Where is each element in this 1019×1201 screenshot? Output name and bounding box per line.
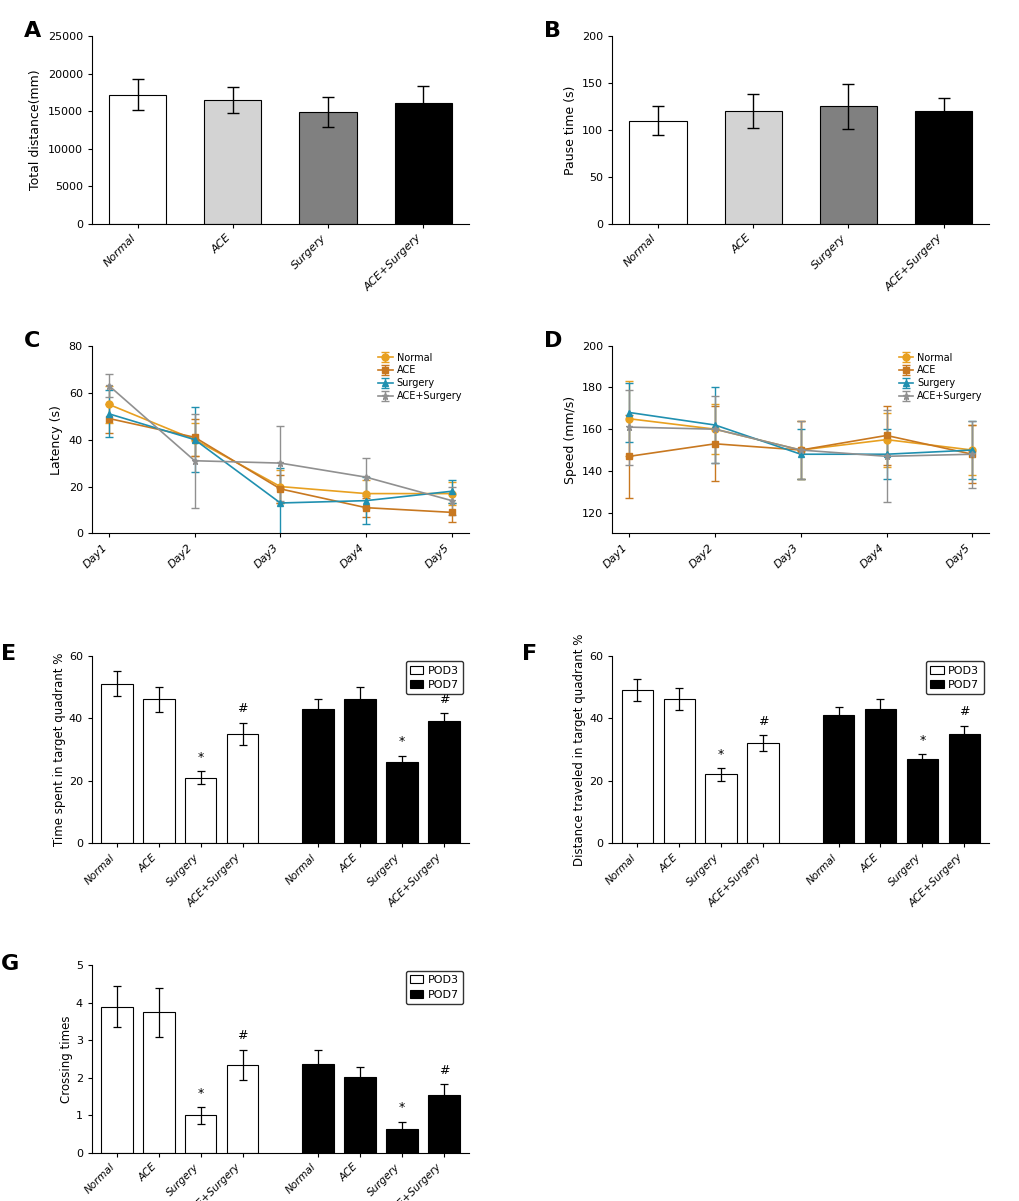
Text: D: D	[544, 330, 562, 351]
Bar	[723, 112, 781, 223]
Bar	[864, 709, 896, 843]
Bar	[386, 1129, 417, 1153]
Bar	[428, 1095, 460, 1153]
Text: G: G	[1, 954, 19, 974]
Legend: POD3, POD7: POD3, POD7	[925, 661, 983, 694]
Bar	[143, 699, 174, 843]
Bar	[184, 777, 216, 843]
Text: *: *	[717, 748, 723, 760]
Text: *: *	[198, 751, 204, 764]
Legend: Normal, ACE, Surgery, ACE+Surgery: Normal, ACE, Surgery, ACE+Surgery	[376, 351, 464, 404]
Text: #: #	[438, 693, 448, 706]
Bar	[302, 709, 333, 843]
Bar	[394, 103, 451, 223]
Bar	[204, 100, 261, 223]
Text: #: #	[237, 1029, 248, 1042]
Bar	[300, 112, 357, 223]
Y-axis label: Pause time (s): Pause time (s)	[562, 85, 576, 174]
Text: #: #	[757, 715, 767, 728]
Text: C: C	[23, 330, 40, 351]
Legend: POD3, POD7: POD3, POD7	[406, 661, 463, 694]
Text: E: E	[1, 644, 16, 664]
Bar	[747, 743, 779, 843]
Bar	[143, 1012, 174, 1153]
Text: *: *	[918, 734, 924, 747]
Text: #: #	[958, 705, 968, 718]
Text: *: *	[198, 1087, 204, 1100]
Bar	[302, 1064, 333, 1153]
Y-axis label: Time spent in target quadrant %: Time spent in target quadrant %	[53, 652, 66, 846]
Bar	[428, 722, 460, 843]
Bar	[344, 699, 375, 843]
Bar	[226, 734, 258, 843]
Bar	[822, 715, 854, 843]
Bar	[948, 734, 979, 843]
Bar	[906, 759, 937, 843]
Legend: Normal, ACE, Surgery, ACE+Surgery: Normal, ACE, Surgery, ACE+Surgery	[896, 351, 983, 404]
Legend: POD3, POD7: POD3, POD7	[406, 970, 463, 1004]
Text: B: B	[544, 20, 560, 41]
Y-axis label: Total distance(mm): Total distance(mm)	[30, 70, 42, 190]
Bar	[621, 689, 652, 843]
Text: A: A	[23, 20, 41, 41]
Bar	[344, 1077, 375, 1153]
Bar	[663, 699, 694, 843]
Bar	[184, 1116, 216, 1153]
Bar	[386, 761, 417, 843]
Text: *: *	[398, 735, 405, 748]
Y-axis label: Speed (mm/s): Speed (mm/s)	[562, 395, 576, 484]
Bar	[101, 683, 132, 843]
Text: F: F	[522, 644, 536, 664]
Bar	[226, 1065, 258, 1153]
Bar	[629, 120, 686, 223]
Bar	[914, 112, 971, 223]
Text: #: #	[438, 1064, 448, 1077]
Bar	[819, 107, 876, 223]
Y-axis label: Latency (s): Latency (s)	[50, 405, 63, 474]
Y-axis label: Distance traveled in target quadrant %: Distance traveled in target quadrant %	[573, 633, 586, 866]
Bar	[109, 95, 166, 223]
Text: #: #	[237, 703, 248, 716]
Y-axis label: Crossing times: Crossing times	[60, 1015, 72, 1103]
Bar	[101, 1006, 132, 1153]
Text: *: *	[398, 1101, 405, 1115]
Bar	[705, 775, 736, 843]
